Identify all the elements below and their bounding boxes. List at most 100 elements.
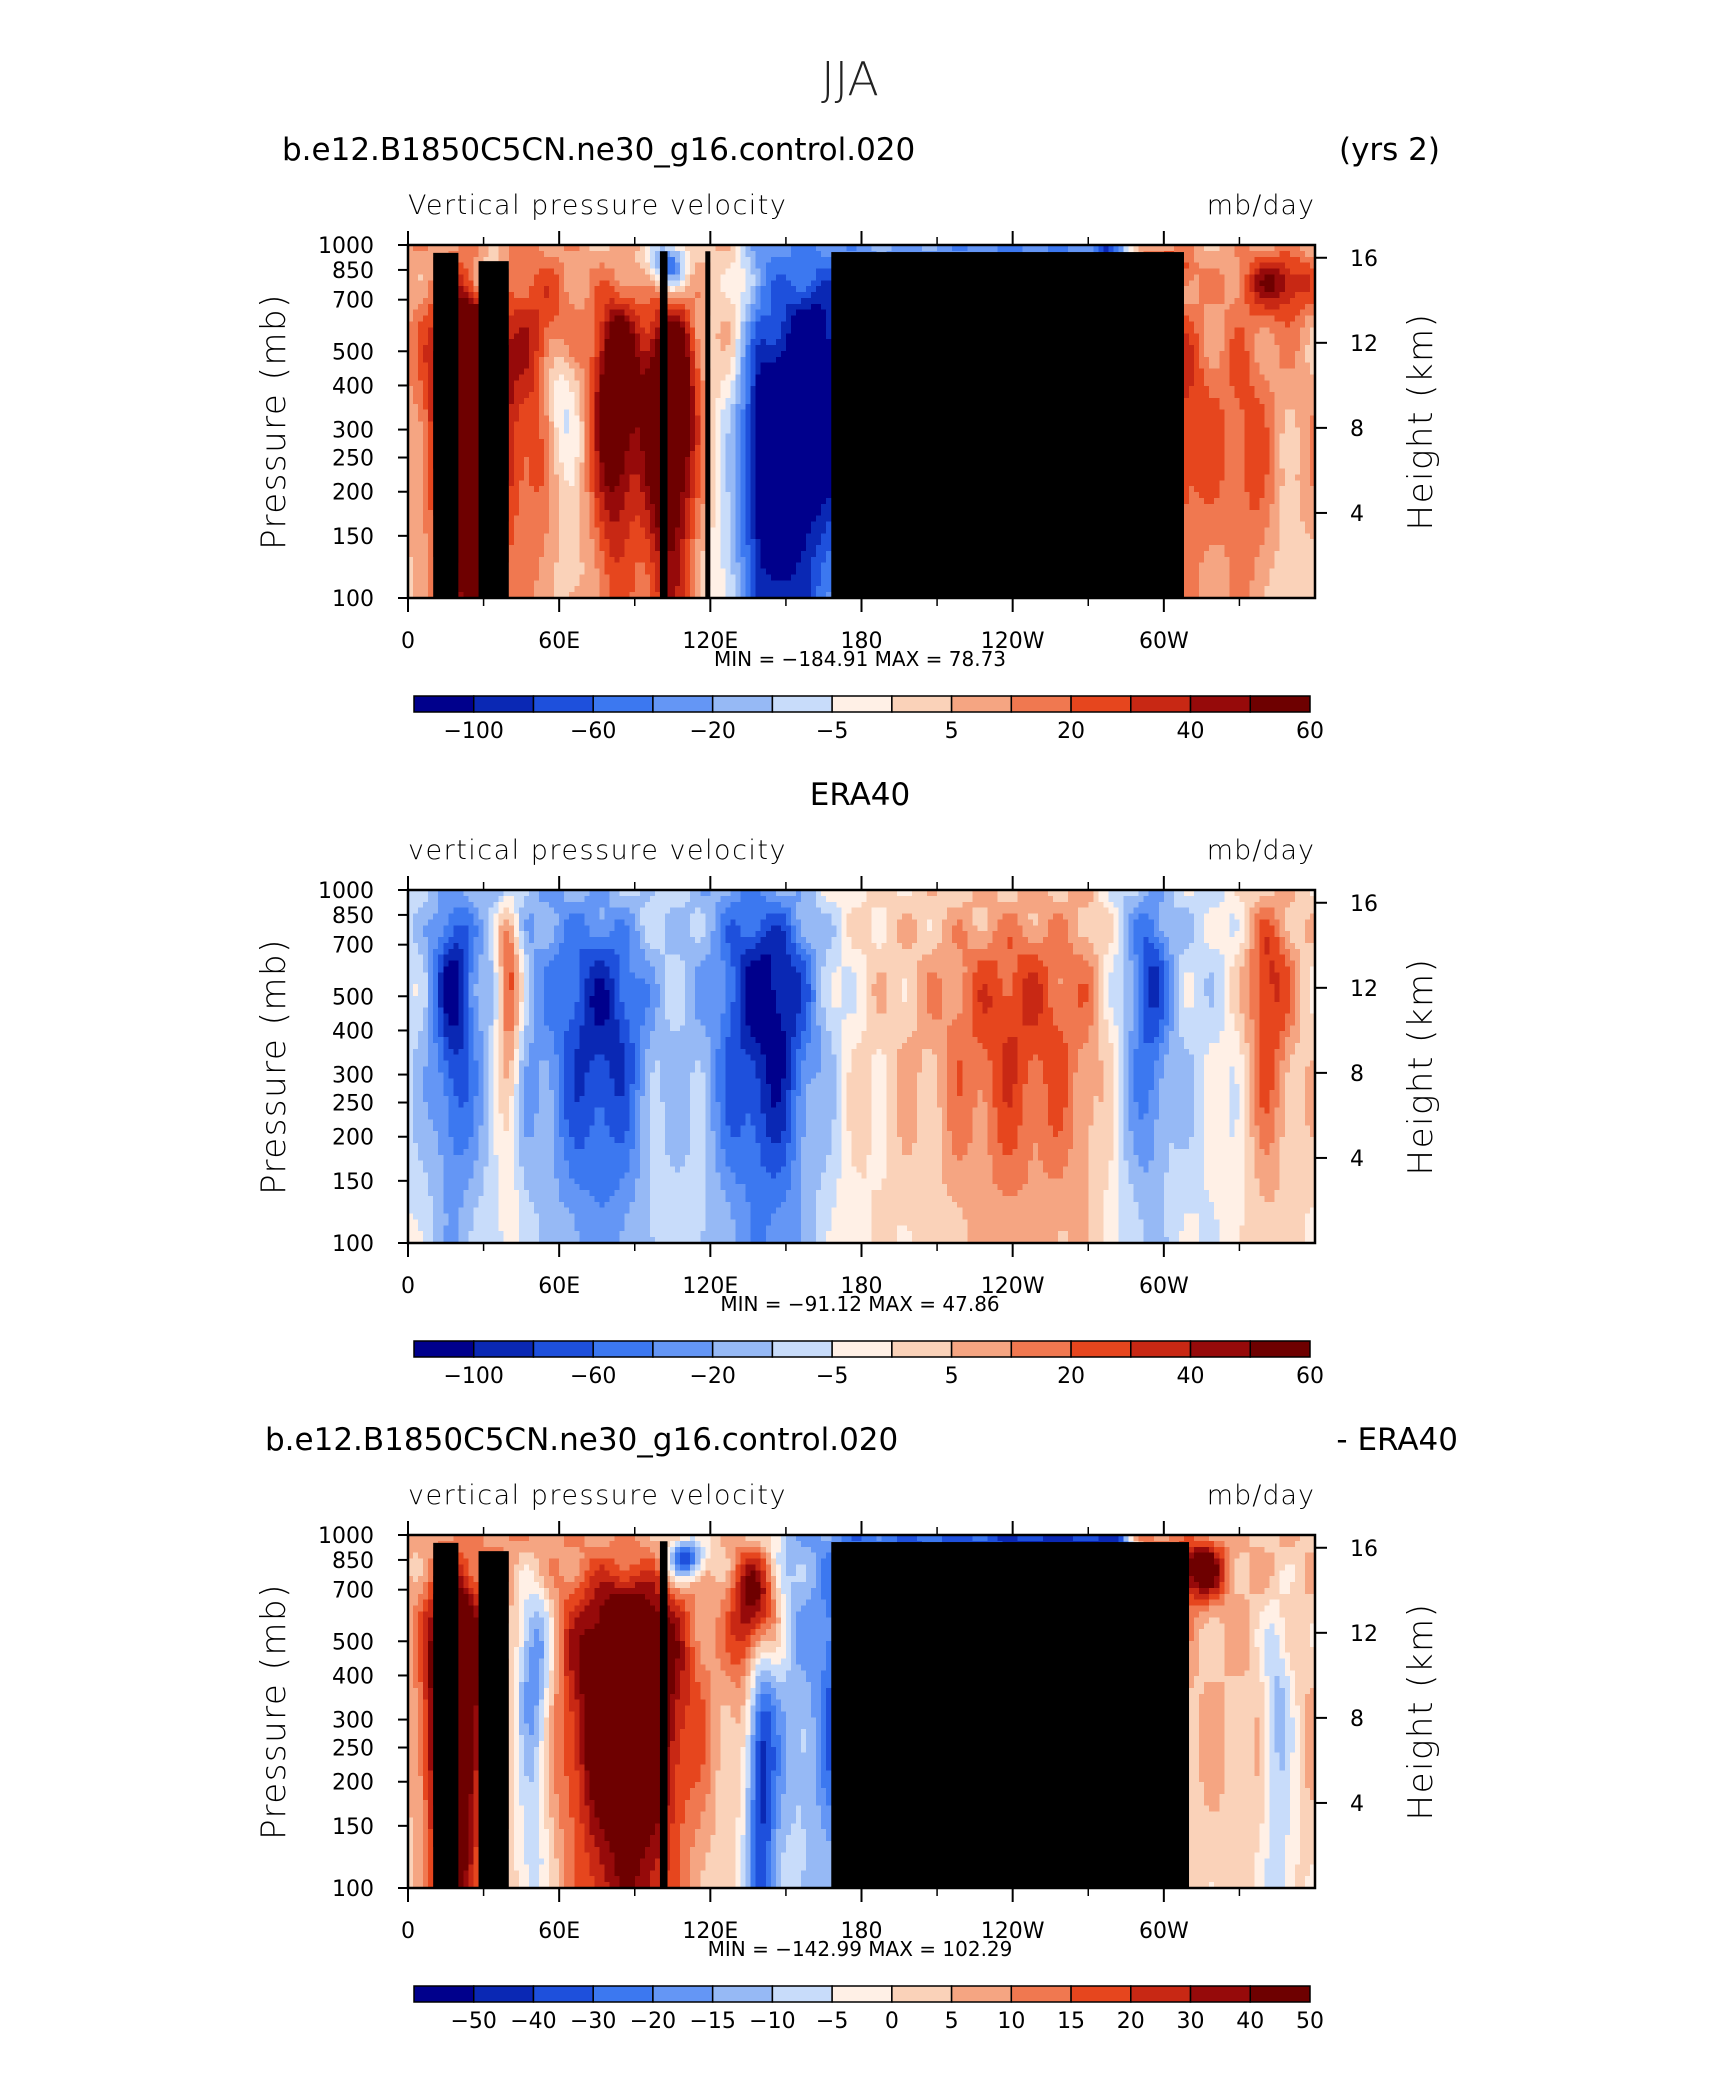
heatmap-cell bbox=[605, 269, 611, 275]
heatmap-cell bbox=[539, 280, 545, 286]
heatmap-cell bbox=[549, 274, 555, 280]
heatmap-cell bbox=[1194, 263, 1200, 269]
heatmap-cell bbox=[826, 280, 832, 286]
heatmap-cell bbox=[655, 257, 661, 263]
heatmap-cell bbox=[544, 263, 550, 269]
heatmap-cell bbox=[509, 280, 515, 286]
heatmap-cell bbox=[524, 263, 530, 269]
heatmap-cell bbox=[801, 257, 807, 263]
heatmap-cell bbox=[1290, 257, 1296, 263]
heatmap-cell bbox=[534, 280, 540, 286]
heatmap-cell bbox=[685, 257, 691, 263]
heatmap-cell bbox=[715, 274, 721, 280]
heatmap-cell bbox=[756, 274, 762, 280]
heatmap-cell bbox=[736, 286, 742, 292]
heatmap-cell bbox=[821, 257, 827, 263]
heatmap-cell bbox=[499, 251, 505, 257]
heatmap-cell bbox=[751, 269, 757, 275]
heatmap-cell bbox=[584, 257, 590, 263]
heatmap-cell bbox=[519, 292, 525, 298]
heatmap-cell bbox=[700, 263, 706, 269]
heatmap-cell bbox=[1244, 274, 1250, 280]
heatmap-cell bbox=[559, 251, 565, 257]
heatmap-cell bbox=[1199, 280, 1205, 286]
heatmap-cell bbox=[640, 274, 646, 280]
heatmap-cell bbox=[1270, 257, 1276, 263]
heatmap-cell bbox=[630, 269, 636, 275]
heatmap-cell bbox=[549, 280, 555, 286]
heatmap-cell bbox=[423, 263, 429, 269]
heatmap-cell bbox=[413, 251, 419, 257]
heatmap-cell bbox=[1270, 251, 1276, 257]
heatmap-cell bbox=[529, 269, 535, 275]
heatmap-cell bbox=[690, 269, 696, 275]
heatmap-cell bbox=[423, 292, 429, 298]
heatmap-cell bbox=[519, 286, 525, 292]
heatmap-cell bbox=[1300, 274, 1306, 280]
heatmap-cell bbox=[725, 257, 731, 263]
heatmap-cell bbox=[610, 286, 616, 292]
heatmap-cell bbox=[569, 280, 575, 286]
heatmap-cell bbox=[801, 263, 807, 269]
heatmap-cell bbox=[756, 257, 762, 263]
heatmap-cell bbox=[670, 269, 676, 275]
heatmap-cell bbox=[463, 280, 469, 286]
heatmap-cell bbox=[594, 257, 600, 263]
heatmap-cell bbox=[680, 269, 686, 275]
heatmap-cell bbox=[655, 251, 661, 257]
heatmap-cell bbox=[736, 280, 742, 286]
heatmap-cell bbox=[1295, 286, 1301, 292]
heatmap-cell bbox=[1270, 269, 1276, 275]
heatmap-cell bbox=[1199, 251, 1205, 257]
heatmap-cell bbox=[1189, 280, 1195, 286]
heatmap-cell bbox=[645, 274, 651, 280]
heatmap-cell bbox=[1209, 263, 1215, 269]
heatmap-cell bbox=[635, 286, 641, 292]
heatmap-cell bbox=[1224, 280, 1230, 286]
heatmap-cell bbox=[599, 274, 605, 280]
heatmap-cell bbox=[685, 251, 691, 257]
heatmap-cell bbox=[1199, 257, 1205, 263]
heatmap-cell bbox=[746, 286, 752, 292]
heatmap-cell bbox=[1194, 257, 1200, 263]
heatmap-cell bbox=[605, 257, 611, 263]
heatmap-cell bbox=[615, 274, 621, 280]
heatmap-cell bbox=[599, 263, 605, 269]
heatmap-cell bbox=[1189, 286, 1195, 292]
heatmap-cell bbox=[479, 251, 485, 257]
heatmap-cell bbox=[761, 274, 767, 280]
heatmap-cell bbox=[574, 286, 580, 292]
heatmap-cell bbox=[413, 292, 419, 298]
heatmap-cell bbox=[730, 274, 736, 280]
heatmap-cell bbox=[615, 286, 621, 292]
heatmap-cell bbox=[720, 251, 726, 257]
heatmap-cell bbox=[1270, 274, 1276, 280]
heatmap-cell bbox=[539, 292, 545, 298]
heatmap-cell bbox=[806, 274, 812, 280]
heatmap-cell bbox=[741, 274, 747, 280]
heatmap-cell bbox=[791, 286, 797, 292]
heatmap-cell bbox=[715, 286, 721, 292]
heatmap-cell bbox=[579, 292, 585, 298]
heatmap-cell bbox=[710, 280, 716, 286]
heatmap-cell bbox=[816, 257, 822, 263]
heatmap-cell bbox=[1244, 257, 1250, 263]
heatmap-cell bbox=[524, 274, 530, 280]
heatmap-cell bbox=[700, 269, 706, 275]
heatmap-cell bbox=[569, 269, 575, 275]
heatmap-cell bbox=[1265, 263, 1271, 269]
heatmap-cell bbox=[539, 269, 545, 275]
heatmap-cell bbox=[776, 251, 782, 257]
heatmap-cell bbox=[544, 257, 550, 263]
heatmap-cell bbox=[549, 286, 555, 292]
heatmap-cell bbox=[625, 286, 631, 292]
heatmap-cell bbox=[761, 257, 767, 263]
heatmap-cell bbox=[710, 263, 716, 269]
heatmap-cell bbox=[579, 280, 585, 286]
heatmap-cell bbox=[494, 251, 500, 257]
heatmap-cell bbox=[1184, 280, 1190, 286]
heatmap-cell bbox=[685, 280, 691, 286]
heatmap-cell bbox=[720, 257, 726, 263]
heatmap-cell bbox=[584, 269, 590, 275]
heatmap-cell bbox=[1295, 251, 1301, 257]
